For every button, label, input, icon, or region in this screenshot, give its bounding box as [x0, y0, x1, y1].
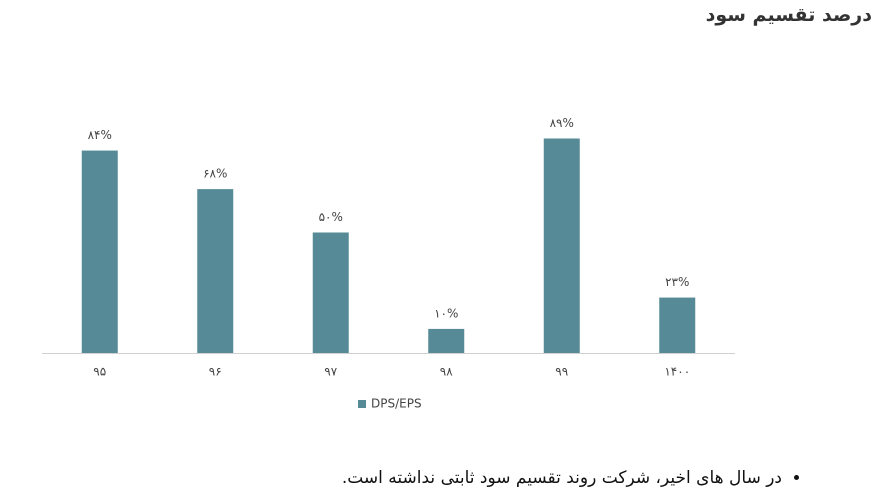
- bullet-item: در سال های اخیر، شرکت روند تقسیم سود ثاب…: [342, 468, 782, 488]
- bar: [543, 138, 580, 353]
- x-tick-label: ۱۴۰۰: [664, 365, 690, 379]
- bar: [428, 328, 465, 353]
- legend-swatch: [358, 400, 366, 408]
- data-label: ۱۰%: [434, 306, 458, 320]
- x-tick-label: ۹۹: [555, 365, 568, 379]
- data-label: ۸۹%: [550, 116, 574, 130]
- bar: [197, 189, 234, 353]
- bullet-list: در سال های اخیر، شرکت روند تقسیم سود ثاب…: [342, 468, 806, 488]
- x-tick-label: ۹۸: [440, 365, 453, 379]
- chart-title: درصد تقسیم سود: [705, 4, 872, 26]
- data-label: ۵۰%: [319, 210, 343, 224]
- x-tick-label: ۹۷: [324, 365, 337, 379]
- x-tick-label: ۹۶: [209, 365, 222, 379]
- x-tick-label: ۹۵: [93, 365, 106, 379]
- legend-label: DPS/EPS: [371, 397, 422, 411]
- bar: [81, 150, 118, 353]
- bar: [312, 232, 349, 353]
- chart: ۹۵ ۹۶ ۹۷ ۹۸ ۹۹ ۱۴۰۰ ۸۴% ۶۸% ۵۰% ۱۰% ۸۹% ۲۳% DPS/EPS: [42, 116, 735, 411]
- data-label: ۸۴%: [88, 128, 112, 142]
- data-label: ۶۸%: [203, 167, 227, 181]
- data-label: ۲۳%: [665, 275, 689, 289]
- bar: [659, 297, 696, 353]
